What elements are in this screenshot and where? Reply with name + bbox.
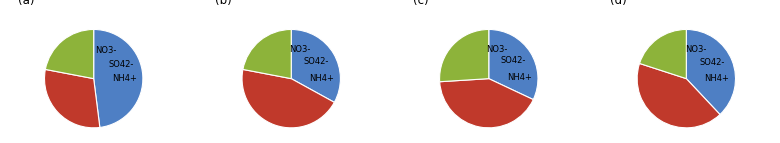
Text: NO3-: NO3-: [487, 45, 508, 54]
Wedge shape: [686, 29, 736, 115]
Text: SO42-: SO42-: [303, 57, 329, 66]
Text: (c): (c): [413, 0, 429, 7]
Wedge shape: [94, 29, 143, 127]
Wedge shape: [242, 69, 335, 128]
Text: (a): (a): [18, 0, 34, 7]
Text: NO3-: NO3-: [289, 45, 310, 54]
Text: NH4+: NH4+: [507, 73, 532, 82]
Wedge shape: [489, 29, 538, 100]
Wedge shape: [243, 29, 291, 79]
Text: NH4+: NH4+: [310, 74, 334, 83]
Wedge shape: [291, 29, 340, 102]
Text: NO3-: NO3-: [686, 45, 707, 54]
Text: (b): (b): [215, 0, 232, 7]
Text: NH4+: NH4+: [704, 74, 729, 83]
Wedge shape: [440, 79, 534, 128]
Wedge shape: [640, 29, 686, 79]
Text: NH4+: NH4+: [112, 74, 136, 83]
Wedge shape: [45, 29, 94, 79]
Text: SO42-: SO42-: [501, 56, 526, 65]
Wedge shape: [637, 63, 720, 128]
Text: NO3-: NO3-: [95, 46, 117, 55]
Text: SO42-: SO42-: [700, 58, 725, 67]
Wedge shape: [440, 29, 489, 82]
Text: SO42-: SO42-: [108, 60, 133, 69]
Text: (d): (d): [610, 0, 627, 7]
Wedge shape: [44, 69, 100, 128]
